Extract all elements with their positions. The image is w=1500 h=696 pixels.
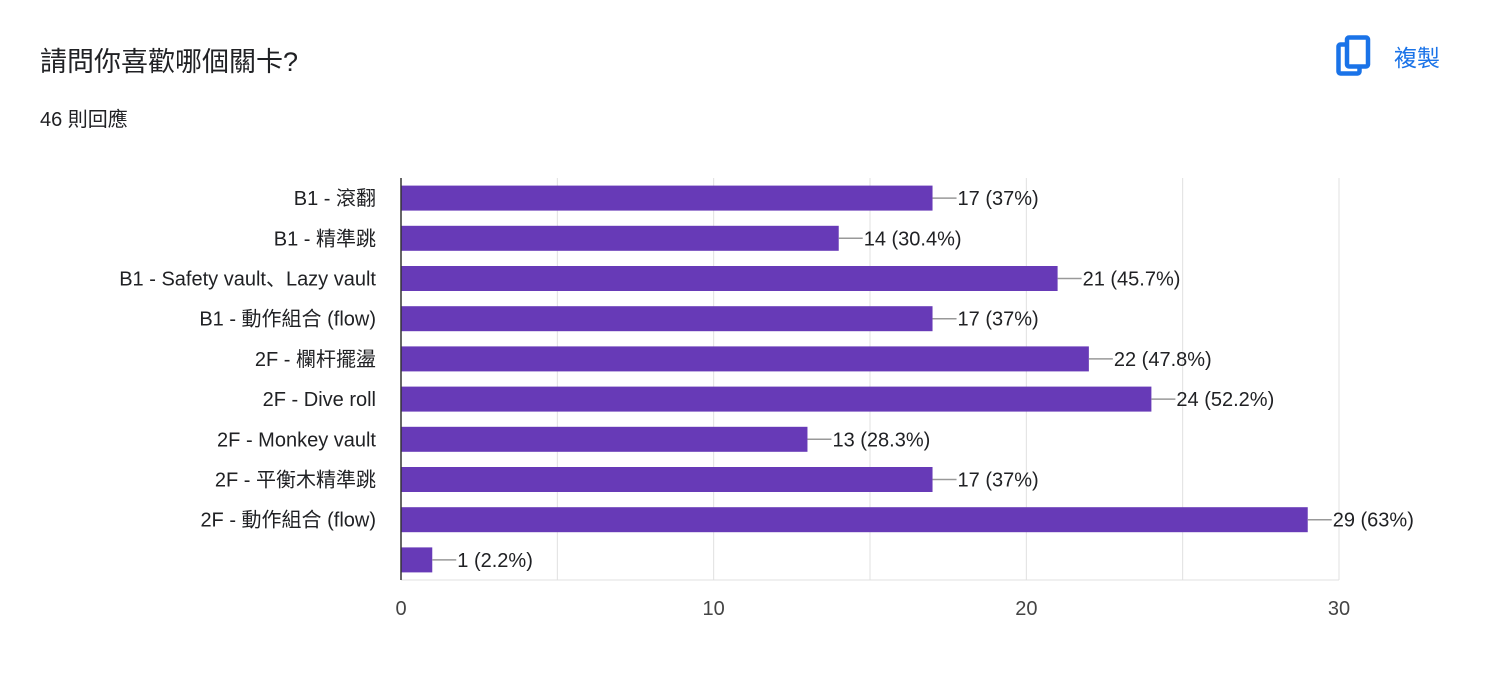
bar	[401, 507, 1308, 533]
bar	[401, 386, 1152, 412]
bar	[401, 225, 839, 251]
bar-value-label: 24 (52.2%)	[1176, 389, 1274, 411]
bar	[401, 346, 1089, 372]
bar-value-label: 21 (45.7%)	[1083, 269, 1181, 291]
bar	[401, 426, 808, 452]
copy-button[interactable]: 複製	[1336, 33, 1466, 79]
copy-label: 複製	[1394, 45, 1440, 71]
bar	[401, 547, 433, 573]
x-tick-label: 20	[1015, 598, 1037, 620]
category-label: 2F - 平衡木精準跳	[215, 469, 376, 492]
bar-value-label: 22 (47.8%)	[1114, 349, 1212, 371]
x-tick-label: 30	[1328, 598, 1350, 620]
x-tick-label: 10	[703, 598, 725, 620]
bar-value-label: 17 (37%)	[958, 470, 1039, 492]
x-tick-label: 0	[395, 598, 406, 620]
bar-value-label: 17 (37%)	[958, 309, 1039, 331]
category-label: B1 - 滾翻	[294, 187, 376, 210]
bar-value-label: 29 (63%)	[1333, 510, 1414, 532]
category-label: 2F - Dive roll	[263, 389, 376, 411]
response-count: 46 則回應	[40, 109, 128, 131]
category-label: 2F - Monkey vault	[217, 429, 376, 451]
bar-value-label: 17 (37%)	[958, 188, 1039, 210]
bar	[401, 306, 933, 332]
category-label: B1 - Safety vault、Lazy vault	[119, 269, 376, 291]
bar	[401, 467, 933, 492]
category-label: B1 - 精準跳	[274, 227, 376, 250]
copy-icon	[1336, 35, 1372, 77]
bar-value-label: 14 (30.4%)	[864, 228, 962, 250]
question-title: 請問你喜歡哪個關卡?	[40, 47, 299, 77]
bar	[401, 185, 933, 211]
category-label: B1 - 動作組合 (flow)	[199, 308, 376, 331]
bar-value-label: 13 (28.3%)	[832, 429, 930, 451]
category-label: 2F - 動作組合 (flow)	[200, 509, 376, 532]
category-label: 2F - 欄杆擺盪	[255, 348, 376, 371]
bar	[401, 266, 1058, 291]
bar-value-label: 1 (2.2%)	[457, 550, 533, 572]
